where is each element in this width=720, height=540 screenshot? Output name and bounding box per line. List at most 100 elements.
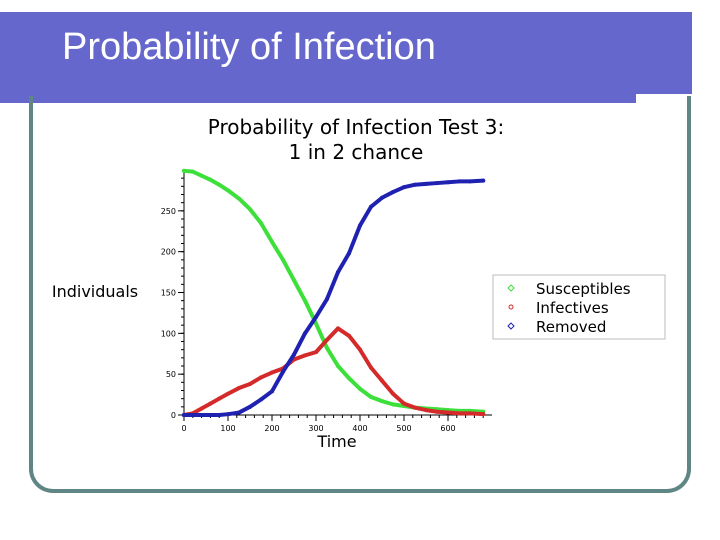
slide-title: Probability of Infection: [62, 26, 436, 68]
data-point-infectives: [402, 401, 406, 406]
data-point-removed: [424, 181, 428, 186]
data-point-infectives: [314, 350, 318, 355]
data-point-infectives: [369, 365, 373, 370]
data-point-susceptibles: [336, 364, 340, 368]
data-point-removed: [391, 190, 395, 195]
data-point-susceptibles: [325, 346, 329, 351]
data-point-susceptibles: [380, 399, 384, 404]
x-tick-label: 100: [220, 424, 235, 433]
title-underline: [0, 93, 636, 103]
x-tick-label: 600: [440, 424, 455, 433]
data-point-infectives: [325, 337, 329, 342]
data-point-removed: [182, 413, 186, 417]
data-point-removed: [347, 251, 351, 256]
data-point-removed: [292, 352, 296, 357]
data-point-removed: [325, 297, 329, 302]
data-point-removed: [380, 195, 384, 200]
data-point-infectives: [468, 411, 472, 416]
data-point-infectives: [199, 406, 204, 411]
data-point-removed: [457, 179, 461, 184]
series-line-susceptibles: [182, 168, 486, 414]
data-point-susceptibles: [199, 173, 204, 178]
data-point-infectives: [336, 326, 340, 331]
y-tick-label: 100: [161, 329, 176, 338]
data-point-susceptibles: [226, 188, 230, 193]
data-point-removed: [237, 410, 241, 415]
data-point-susceptibles: [358, 386, 362, 391]
data-point-removed: [303, 331, 307, 336]
data-point-infectives: [413, 405, 417, 410]
data-point-susceptibles: [292, 278, 296, 283]
data-point-removed: [481, 178, 486, 183]
data-point-removed: [336, 270, 340, 275]
data-point-infectives: [358, 347, 362, 352]
data-point-infectives: [457, 411, 461, 416]
title-bar: [0, 12, 692, 94]
slide-frame: [29, 96, 691, 493]
series-line-infectives: [182, 326, 486, 417]
data-point-susceptibles: [281, 257, 285, 262]
data-point-removed: [259, 397, 263, 402]
data-point-infectives: [347, 333, 351, 338]
data-point-removed: [314, 315, 318, 319]
x-tick-label: 500: [396, 424, 411, 433]
x-tick-label: 200: [264, 424, 279, 433]
series-line-removed: [182, 178, 486, 417]
data-point-infectives: [259, 375, 263, 380]
data-point-infectives: [481, 412, 486, 417]
data-point-removed: [270, 389, 274, 394]
chart-title-line-1: Probability of Infection Test 3:: [208, 115, 505, 139]
data-point-susceptibles: [369, 395, 373, 400]
data-point-removed: [248, 404, 252, 409]
data-point-removed: [281, 369, 285, 374]
data-point-susceptibles: [303, 298, 307, 303]
data-point-removed: [468, 179, 472, 184]
data-point-susceptibles: [314, 321, 318, 326]
data-point-infectives: [270, 370, 274, 375]
data-point-infectives: [303, 353, 307, 358]
y-tick-label: 50: [166, 370, 176, 379]
y-tick-label: 200: [161, 248, 176, 257]
data-point-infectives: [391, 391, 395, 396]
y-tick-label: 0: [171, 411, 176, 420]
data-point-removed: [226, 412, 230, 417]
data-point-susceptibles: [248, 207, 252, 212]
data-point-susceptibles: [208, 177, 213, 182]
x-tick-label: 300: [308, 424, 323, 433]
data-point-removed: [446, 180, 450, 185]
y-tick-label: 250: [161, 207, 176, 216]
data-point-infectives: [226, 391, 230, 396]
data-point-removed: [208, 413, 213, 417]
data-point-removed: [190, 413, 195, 417]
legend-box: [492, 274, 666, 340]
legend-label-removed: Removed: [536, 318, 606, 336]
data-point-susceptibles: [217, 182, 222, 187]
data-point-removed: [358, 223, 362, 228]
data-point-infectives: [435, 409, 439, 414]
data-point-removed: [369, 204, 373, 209]
data-point-removed: [435, 181, 439, 186]
data-point-infectives: [424, 408, 428, 413]
y-tick-label: 150: [161, 289, 176, 298]
x-axis-label: Time: [316, 432, 356, 451]
x-tick-label: 0: [181, 424, 186, 433]
data-point-susceptibles: [270, 239, 274, 244]
legend-marker-infectives: [508, 304, 514, 310]
data-point-infectives: [208, 401, 213, 406]
chart-title-line-2: 1 in 2 chance: [289, 140, 424, 164]
data-point-removed: [413, 182, 417, 187]
data-point-infectives: [446, 410, 450, 415]
data-point-infectives: [237, 386, 241, 391]
data-point-removed: [402, 185, 406, 190]
data-point-infectives: [217, 396, 222, 401]
data-point-susceptibles: [347, 376, 351, 381]
data-point-removed: [199, 413, 204, 417]
data-point-infectives: [380, 378, 384, 383]
legend-marker-susceptibles: [507, 284, 515, 292]
data-point-removed: [217, 413, 222, 417]
y-axis-label: Individuals: [52, 282, 138, 301]
data-point-susceptibles: [182, 168, 186, 173]
legend-marker-removed: [507, 322, 515, 330]
data-point-susceptibles: [391, 402, 395, 407]
x-tick-label: 400: [352, 424, 367, 433]
